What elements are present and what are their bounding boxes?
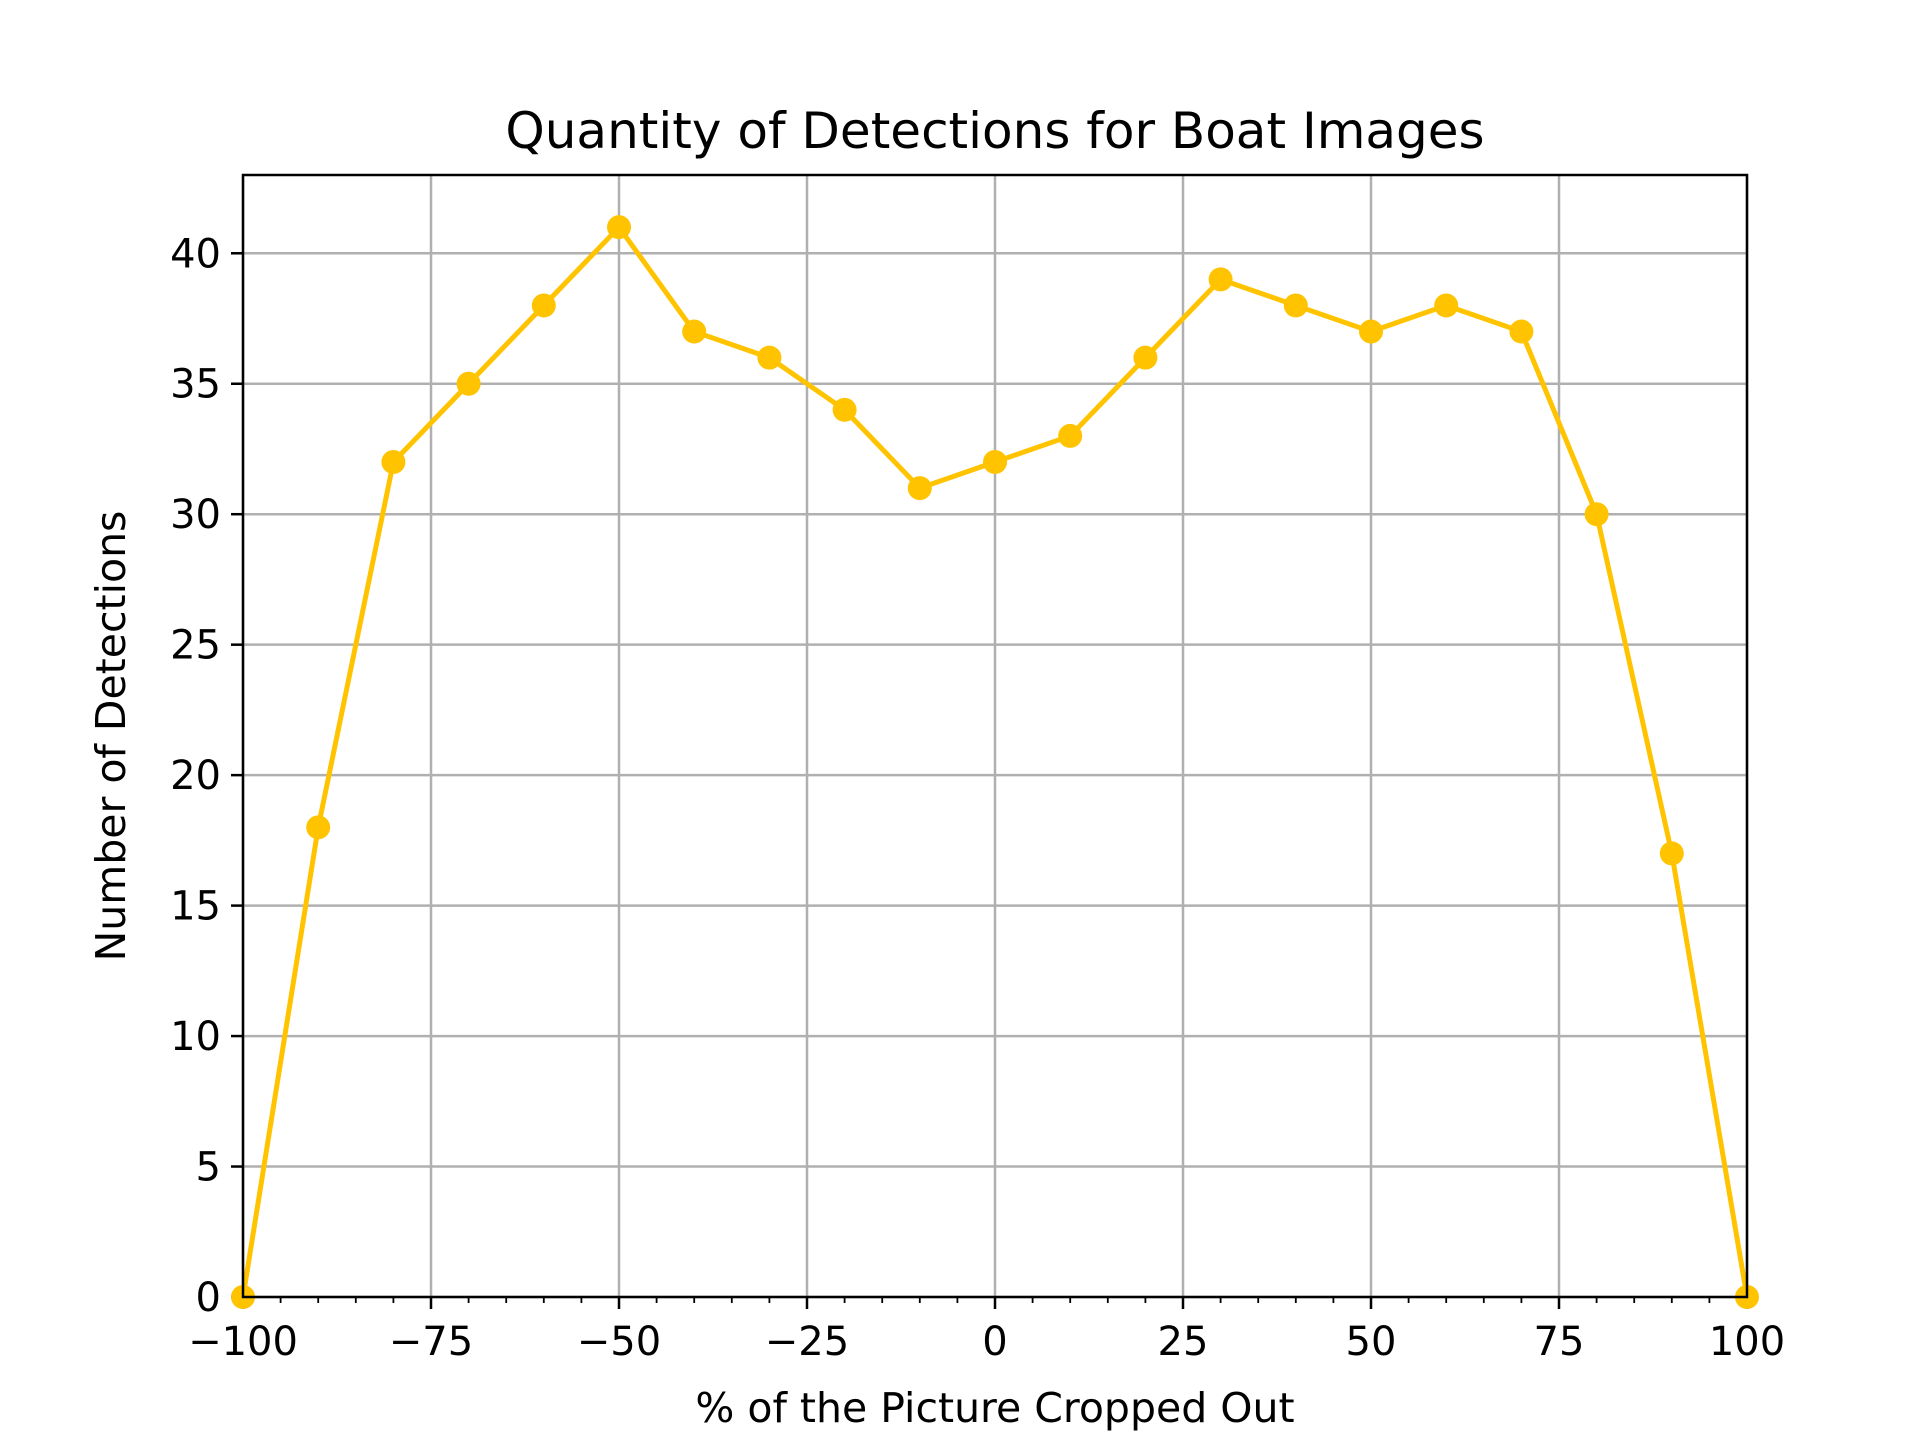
data-point [1359, 319, 1383, 344]
data-point [306, 815, 331, 840]
data-point [832, 397, 857, 422]
x-tick-label: 25 [1158, 1319, 1209, 1365]
data-point [1434, 293, 1459, 318]
minor-ticks [279, 1297, 1711, 1303]
x-tick-label: 50 [1346, 1319, 1397, 1365]
data-point [1659, 841, 1684, 866]
data-point [1283, 293, 1308, 318]
data-point [983, 450, 1007, 475]
data-point [757, 345, 782, 370]
x-tick-label: −50 [577, 1319, 661, 1365]
grid [241, 175, 1749, 1299]
series [231, 215, 1759, 1309]
data-point [1208, 267, 1233, 292]
y-tick-label: 30 [170, 492, 221, 538]
x-tick-label: 0 [982, 1319, 1007, 1365]
x-tick-label: −100 [188, 1319, 298, 1365]
x-tick-label: −75 [389, 1319, 473, 1365]
x-tick-label: −25 [765, 1319, 849, 1365]
data-point [907, 476, 932, 501]
y-tick-label: 5 [196, 1145, 221, 1191]
data-point [607, 215, 631, 240]
chart-title: Quantity of Detections for Boat Images [505, 102, 1484, 160]
y-tick-label: 35 [170, 362, 221, 408]
x-tick-label: 100 [1709, 1319, 1785, 1365]
y-tick-label: 10 [170, 1014, 221, 1060]
data-point [1058, 423, 1083, 448]
data-point [531, 293, 556, 318]
y-axis-label: Number of Detections [87, 511, 135, 962]
y-tick-label: 20 [170, 753, 221, 799]
data-point [1509, 319, 1534, 344]
y-tick-label: 0 [196, 1275, 221, 1321]
data-point [456, 371, 481, 396]
data-point [1133, 345, 1158, 370]
x-tick-label: 75 [1534, 1319, 1585, 1365]
data-point [381, 450, 406, 475]
tick-labels: −100 −75 −50 −25 0 25 50 75 100 0 5 10 15 20 25 30 35 40 [170, 231, 1785, 1365]
y-tick-label: 15 [170, 884, 221, 930]
y-tick-label: 25 [170, 623, 221, 669]
data-point [1584, 502, 1609, 527]
x-axis-label: % of the Picture Cropped Out [695, 1384, 1294, 1432]
y-tick-label: 40 [170, 231, 221, 277]
plot-frame [241, 173, 1749, 1299]
data-point [682, 319, 707, 344]
